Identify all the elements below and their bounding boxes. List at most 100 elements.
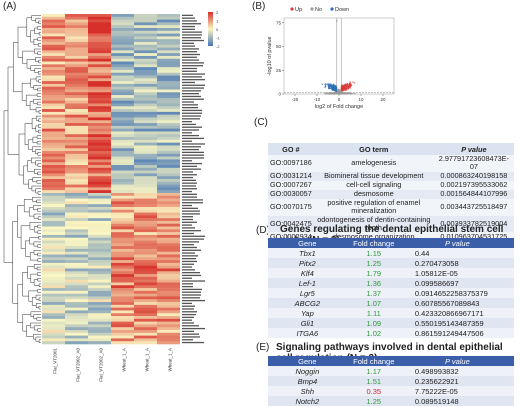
volcano-point [349,92,352,95]
y-tick-label: 25 [276,68,282,73]
heatmap-row-label [182,266,192,268]
dendrogram-branch [37,258,41,262]
heatmap-row-label [182,129,199,131]
heatmap-cell [65,254,88,258]
heatmap-cell [134,288,157,292]
heatmap-cell [65,321,88,325]
volcano-point [352,92,354,94]
heatmap-cell [111,192,134,197]
heatmap-cell [65,25,88,29]
heatmap-cell [88,47,111,51]
heatmap-cell [111,187,134,191]
heatmap-cell [88,14,111,18]
go-id-cell: GO:0031214 [268,171,314,181]
heatmap-cell [157,39,180,43]
heatmap-cell [157,265,180,269]
heatmap-cell [65,206,88,211]
heatmap-cell [65,234,88,239]
heatmap-cell [111,248,134,253]
niche-row: ITGA6 1.02 0.861591249447506 [268,328,514,338]
heatmap-cell [88,111,111,115]
volcano-point [341,90,344,92]
dendrogram-branch [31,15,41,21]
heatmap-cell [111,176,134,180]
heatmap-cell [134,262,157,266]
heatmap-cell [134,285,157,289]
niche-header-pvalue: P value [400,238,514,248]
heatmap-cell [157,262,180,266]
heatmap-cell [42,310,65,314]
volcano-point [332,87,334,90]
heatmap-cell [157,61,180,65]
dendrogram-branch [36,266,41,271]
heatmap-cell [134,195,157,199]
heatmap-cell [42,103,65,107]
heatmap-cell [42,167,65,171]
volcano-point [352,81,354,83]
heatmap-cell [134,78,157,82]
heatmap-cell [65,78,88,82]
heatmap-cell [134,86,157,90]
heatmap-cell [134,206,157,211]
heatmap-row-label [182,199,203,201]
go-pvalue-cell: 0.010963704531725 [433,232,514,242]
volcano-points [321,20,356,95]
heatmap-cell [65,142,88,146]
dendrogram-branch [37,224,41,229]
volcano-point [324,93,326,95]
heatmap-row-label [182,160,192,162]
heatmap-cell [134,313,157,317]
heatmap-cell [111,153,134,157]
heatmap-cell [65,64,88,68]
heatmap-cell [42,61,65,65]
pathway-fold-change-cell: 1.51 [346,376,401,386]
heatmap-cell [42,184,65,188]
heatmap-cell [88,260,111,264]
heatmap-cell [65,248,88,253]
heatmap-cell [42,198,65,202]
heatmap-cell [157,109,180,113]
volcano-point [324,83,326,86]
heatmap-cell [157,279,180,283]
dendrogram-branch [38,297,41,301]
heatmap-cell [134,299,157,303]
heatmap-cell [42,327,65,331]
heatmap-cell [65,282,88,286]
heatmap-cell [111,304,134,308]
heatmap-cell [88,19,111,23]
heatmap-row-label [182,288,202,291]
x-tick-label: -10 [314,97,321,102]
heatmap-cell [157,318,180,322]
volcano-point [341,86,343,89]
heatmap-row-label [182,336,200,338]
heatmap-row-label [182,154,204,156]
go-row: GO:0097186 amelogenesis 2.97791723608473E-… [268,154,514,172]
dendrogram-branch [37,51,41,55]
heatmap-row-label [182,263,194,265]
heatmap-cell [88,106,111,110]
heatmap-row-label [182,39,204,42]
heatmap-cell [88,33,111,37]
heatmap-cell [134,16,157,20]
dendrogram-branch [38,43,41,47]
volcano-point [324,85,327,87]
heatmap-cell [157,179,180,183]
panel-label-b: (B) [252,1,266,12]
dendrogram-branch [22,50,35,65]
heatmap-cell [111,234,134,239]
heatmap-cell [111,251,134,255]
heatmap-cell [134,61,157,65]
heatmap-cell [42,304,65,308]
heatmap-cell [157,302,180,306]
heatmap-cell [134,67,157,71]
heatmap-cell [134,209,157,213]
heatmap-cell [157,251,180,255]
heatmap-cell [134,248,157,253]
heatmap-cell [88,117,111,121]
heatmap-cell [65,293,88,297]
heatmap-cell [65,44,88,48]
dendrogram-branch [26,59,36,69]
heatmap-cell [111,50,134,54]
heatmap-cell [157,16,180,20]
heatmap-cell [65,33,88,37]
